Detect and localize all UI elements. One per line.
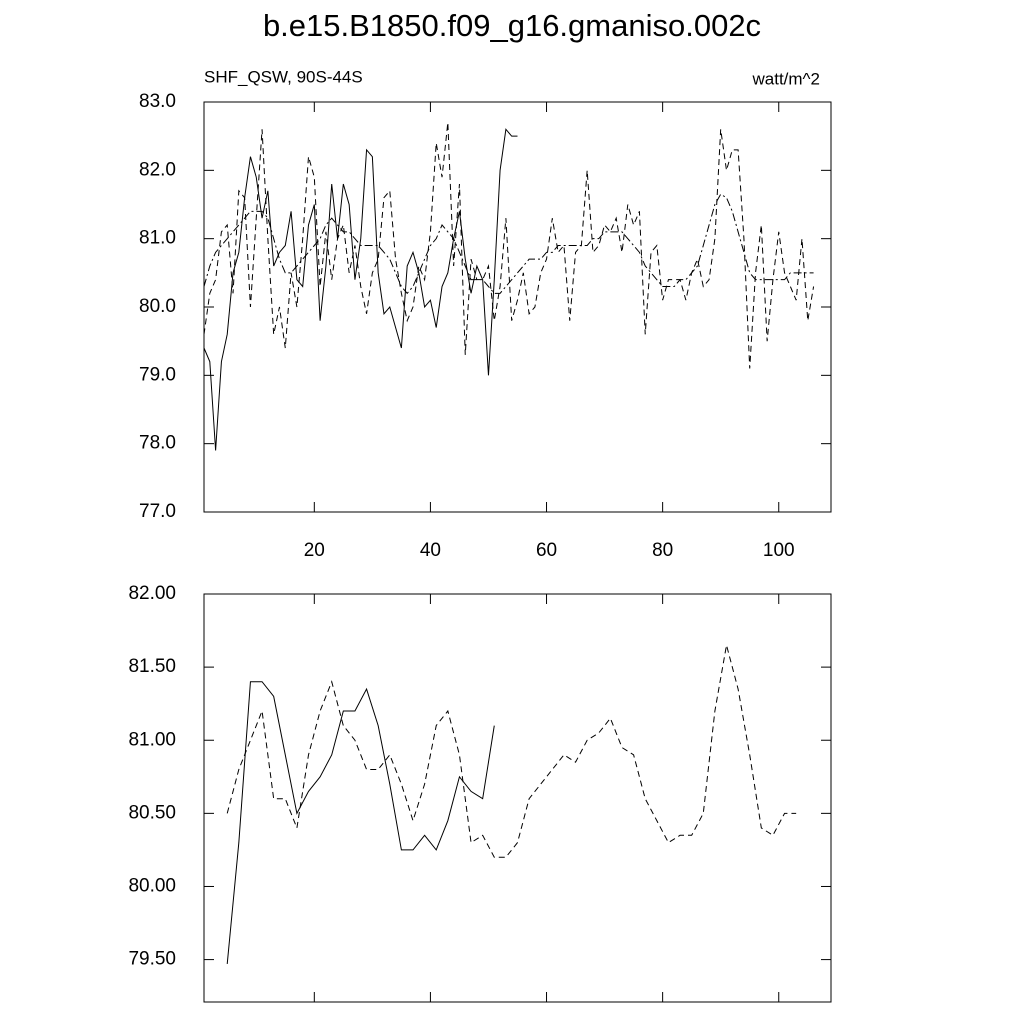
- right-string: watt/m^2: [752, 69, 821, 88]
- y-tick-label: 80.50: [128, 802, 176, 823]
- y-tick-label: 79.0: [139, 364, 176, 385]
- y-tick-label: 82.0: [139, 159, 176, 180]
- series-line: [226, 645, 797, 858]
- series-line: [226, 681, 495, 965]
- title: b.e15.B1850.f09_g16.gmaniso.002c: [263, 8, 761, 43]
- y-tick-label: 78.0: [139, 433, 176, 454]
- series-line: [203, 128, 518, 451]
- series-line: [203, 193, 814, 295]
- x-tick-label: 20: [304, 540, 325, 561]
- y-tick-label: 81.00: [128, 729, 176, 750]
- y-tick-label: 80.00: [128, 875, 176, 896]
- y-tick-label: 79.50: [128, 949, 176, 970]
- y-tick-label: 77.0: [139, 501, 176, 522]
- y-tick-label: 81.0: [139, 228, 176, 249]
- x-tick-label: 40: [420, 540, 441, 561]
- y-tick-label: 81.50: [128, 656, 176, 677]
- x-tick-label: 100: [763, 540, 795, 561]
- x-tick-label: 60: [536, 540, 557, 561]
- x-tick-label: 80: [652, 540, 673, 561]
- y-tick-label: 83.0: [139, 91, 176, 112]
- y-tick-label: 80.0: [139, 296, 176, 317]
- y-tick-label: 82.00: [128, 583, 176, 604]
- left-string: SHF_QSW, 90S-44S: [204, 67, 363, 86]
- series-line: [203, 122, 815, 369]
- plot-frame: [203, 593, 832, 1003]
- plot-frame: [203, 101, 832, 513]
